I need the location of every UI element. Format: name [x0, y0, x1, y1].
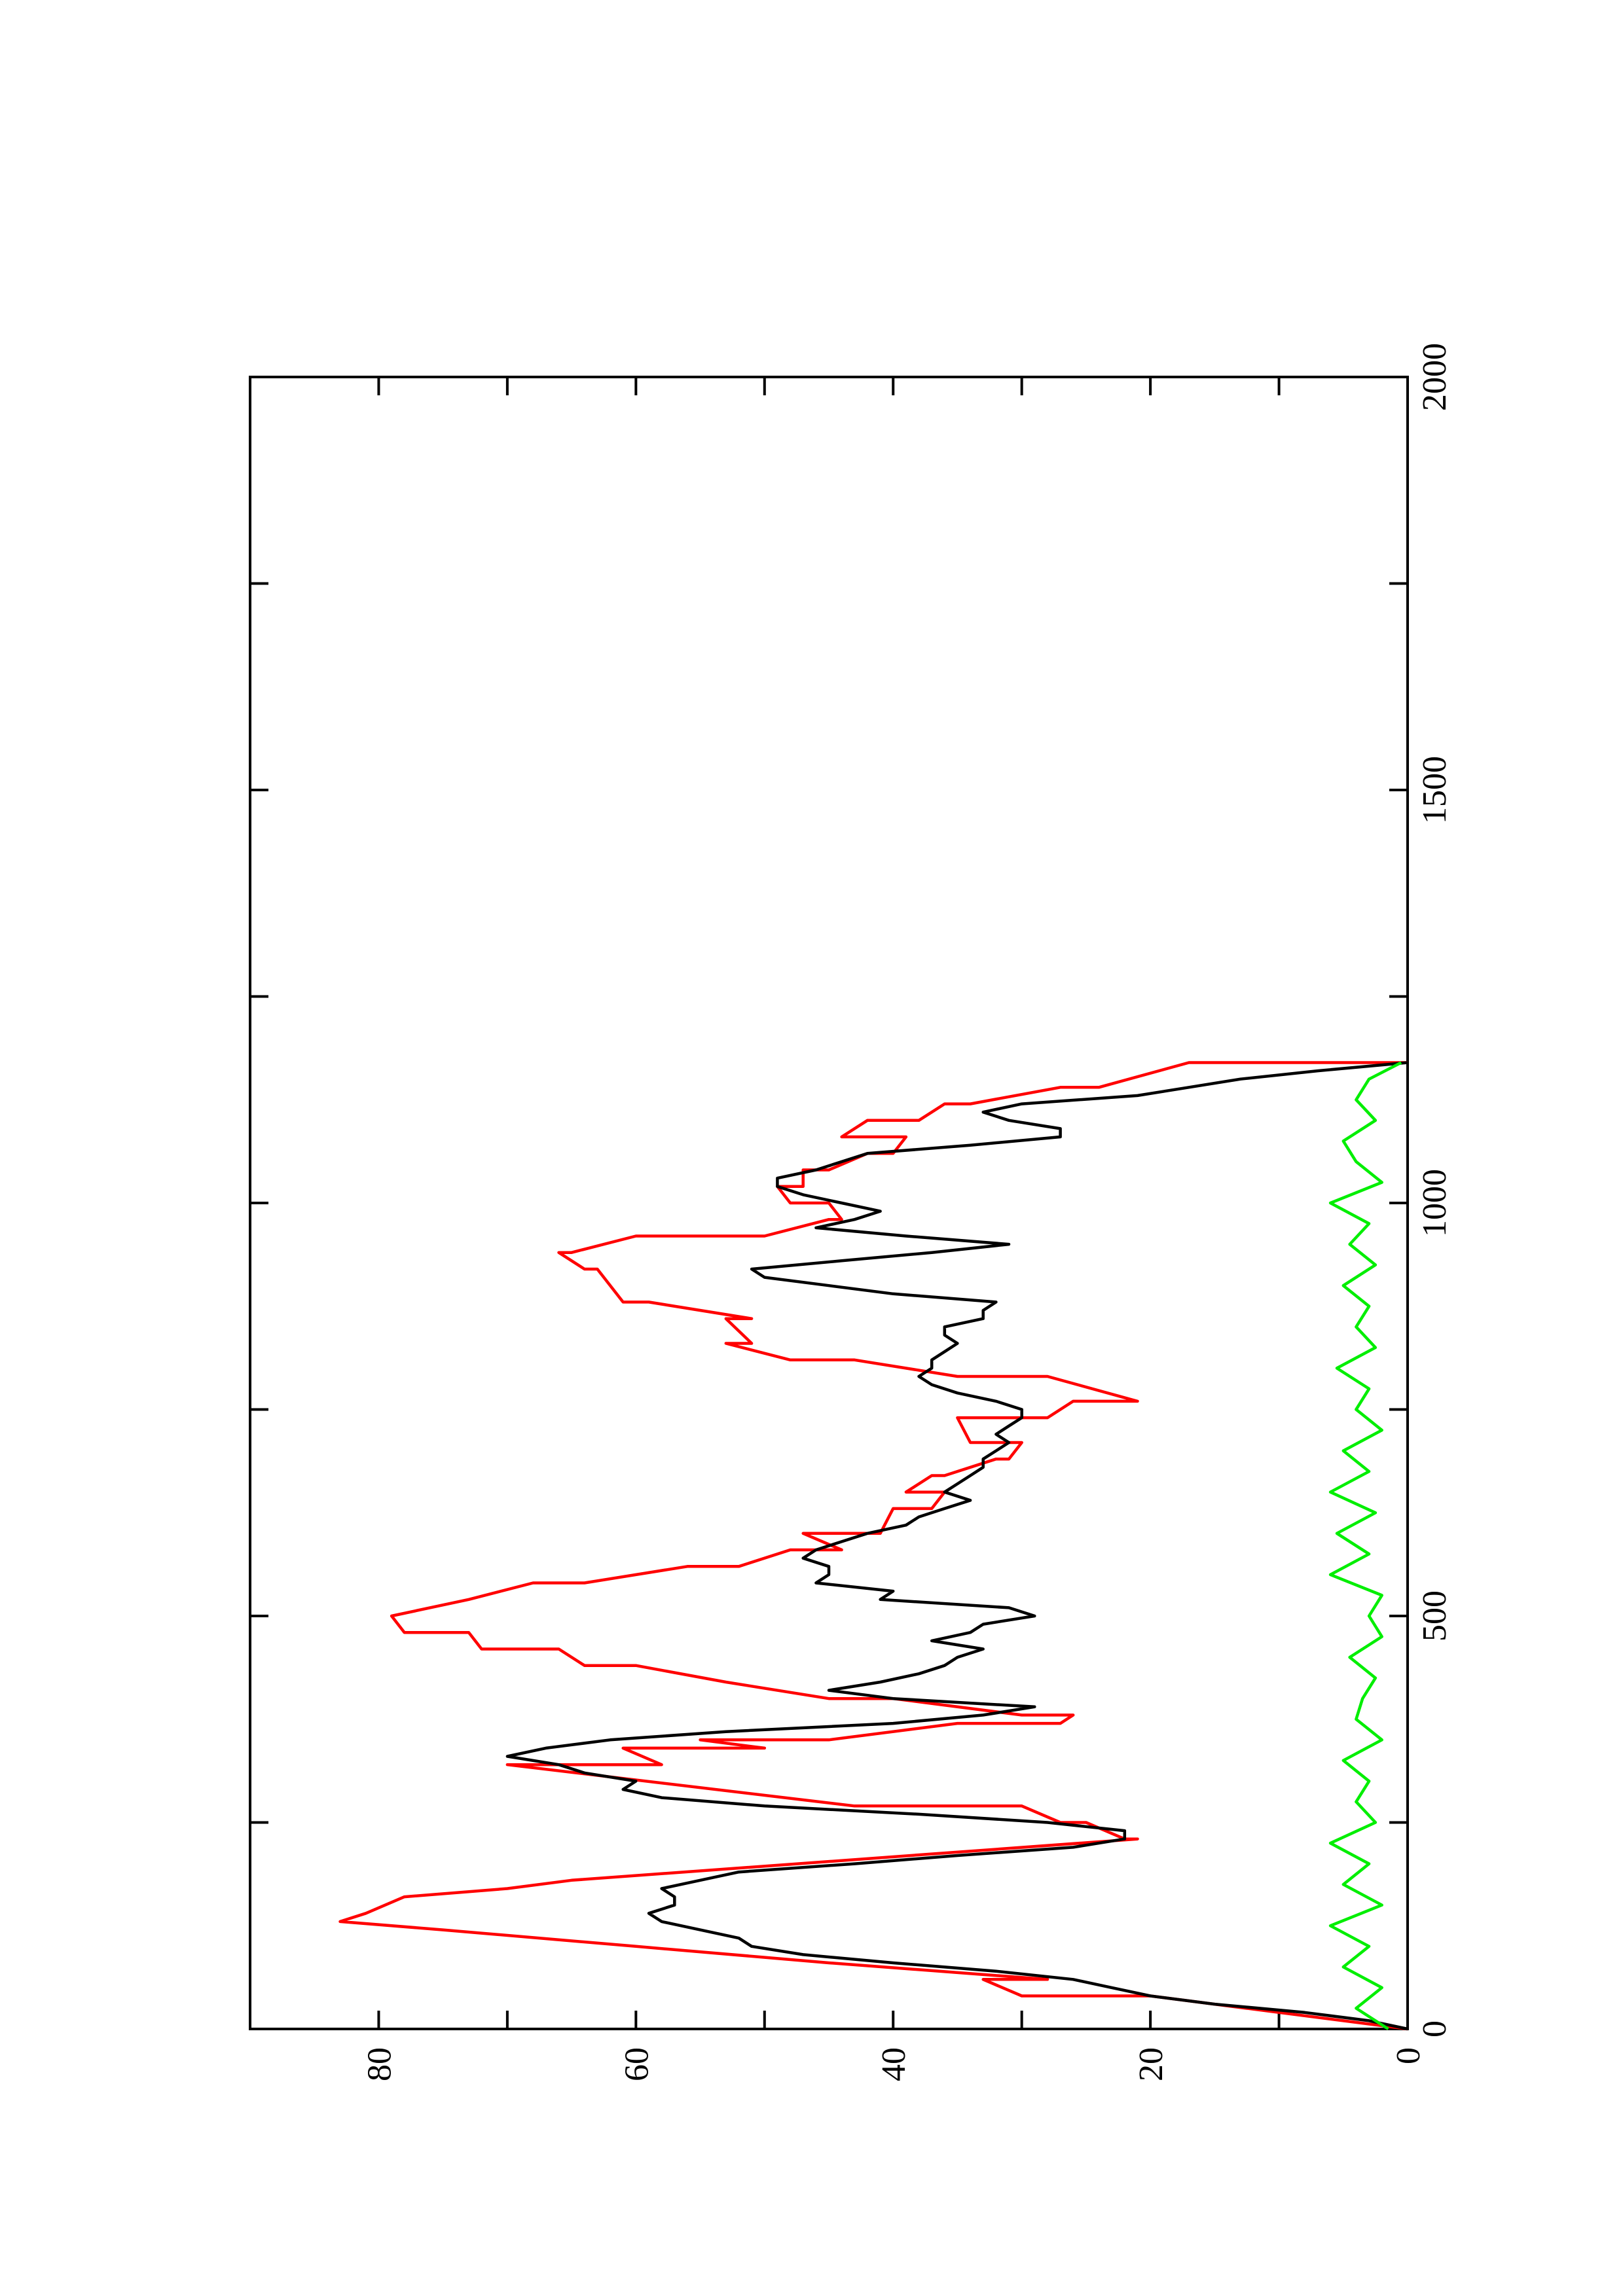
x-tick-label: 500	[1416, 1590, 1453, 1641]
y-tick-label: 20	[1133, 2047, 1170, 2081]
y-tick-label: 80	[361, 2047, 398, 2081]
x-tick-label: 1500	[1416, 756, 1453, 824]
x-tick-label: 0	[1416, 2020, 1453, 2037]
series-black-line	[505, 1061, 1408, 2031]
axis-ticks	[249, 376, 1409, 2030]
series-red-line	[338, 1061, 1408, 2031]
y-tick-label: 60	[618, 2047, 655, 2081]
series-green-line	[1328, 1061, 1402, 2030]
x-tick-label: 2000	[1416, 343, 1453, 411]
y-tick-label: 40	[875, 2047, 913, 2081]
x-tick-label: 1000	[1416, 1169, 1453, 1237]
tick-labels: 0 500 1000 1500 2000 0 20 40 60 80	[361, 343, 1453, 2081]
y-tick-label: 0	[1390, 2047, 1427, 2064]
series-layer	[338, 1061, 1408, 2031]
